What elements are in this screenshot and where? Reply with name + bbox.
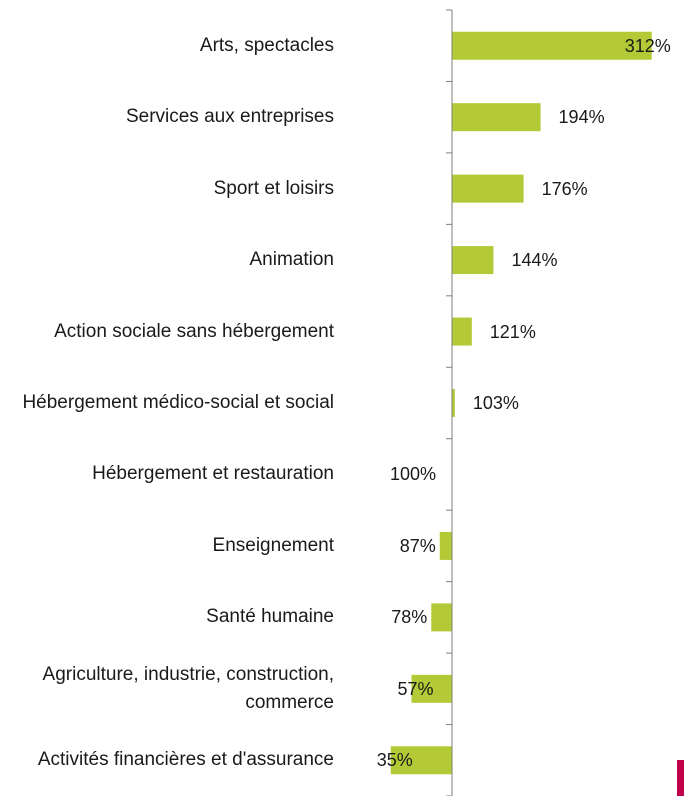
bar-4 [452, 246, 493, 274]
bar-3 [452, 175, 524, 203]
data-label: 312% [625, 35, 671, 57]
category-label: Agriculture, industrie, construction, co… [0, 661, 334, 717]
category-label: Services aux entreprises [0, 103, 334, 131]
data-label: 144% [511, 249, 557, 271]
data-label: 176% [542, 178, 588, 200]
category-label: Hébergement et restauration [0, 460, 334, 488]
bar-8 [440, 532, 452, 560]
category-label: Arts, spectacles [0, 32, 334, 60]
bar-1 [452, 32, 652, 60]
category-label: Enseignement [0, 532, 334, 560]
category-label: Hébergement médico-social et social [0, 389, 334, 417]
data-label: 100% [390, 463, 436, 485]
bar-5 [452, 318, 472, 346]
data-label: 194% [559, 106, 605, 128]
category-label: Activités financières et d'assurance [0, 746, 334, 774]
bar-2 [452, 103, 541, 131]
data-label: 35% [377, 749, 413, 771]
data-label: 78% [391, 606, 427, 628]
data-label: 121% [490, 321, 536, 343]
category-label: Action sociale sans hébergement [0, 318, 334, 346]
corner-accent-mark [677, 760, 684, 796]
category-label: Santé humaine [0, 603, 334, 631]
bar-9 [431, 603, 452, 631]
category-label: Sport et loisirs [0, 175, 334, 203]
data-label: 57% [397, 678, 433, 700]
data-label: 87% [400, 535, 436, 557]
category-label: Animation [0, 246, 334, 274]
data-label: 103% [473, 392, 519, 414]
